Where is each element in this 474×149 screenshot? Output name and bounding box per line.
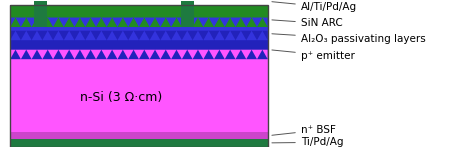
Polygon shape — [10, 18, 268, 27]
Polygon shape — [10, 50, 268, 59]
Polygon shape — [10, 18, 268, 27]
Text: p⁺ emitter: p⁺ emitter — [272, 50, 355, 60]
Text: Al₂O₃ passivating layers: Al₂O₃ passivating layers — [272, 34, 426, 44]
Polygon shape — [10, 31, 268, 40]
Polygon shape — [10, 31, 268, 40]
Bar — [10, 40, 268, 59]
Bar — [10, 139, 268, 147]
Polygon shape — [10, 50, 268, 59]
Text: n⁺ BSF: n⁺ BSF — [272, 125, 336, 135]
Text: n-Si (3 Ω·cm): n-Si (3 Ω·cm) — [80, 91, 162, 104]
Bar — [10, 132, 268, 139]
Bar — [10, 59, 268, 132]
Bar — [34, 0, 47, 27]
Text: Ti/Pd/Ag: Ti/Pd/Ag — [272, 137, 343, 147]
Bar — [10, 5, 268, 27]
Bar — [10, 5, 268, 147]
Text: Al/Ti/Pd/Ag: Al/Ti/Pd/Ag — [272, 2, 357, 12]
Bar — [181, 0, 194, 27]
Bar — [10, 27, 268, 40]
Polygon shape — [10, 5, 268, 15]
Text: SiN ARC: SiN ARC — [272, 18, 343, 28]
